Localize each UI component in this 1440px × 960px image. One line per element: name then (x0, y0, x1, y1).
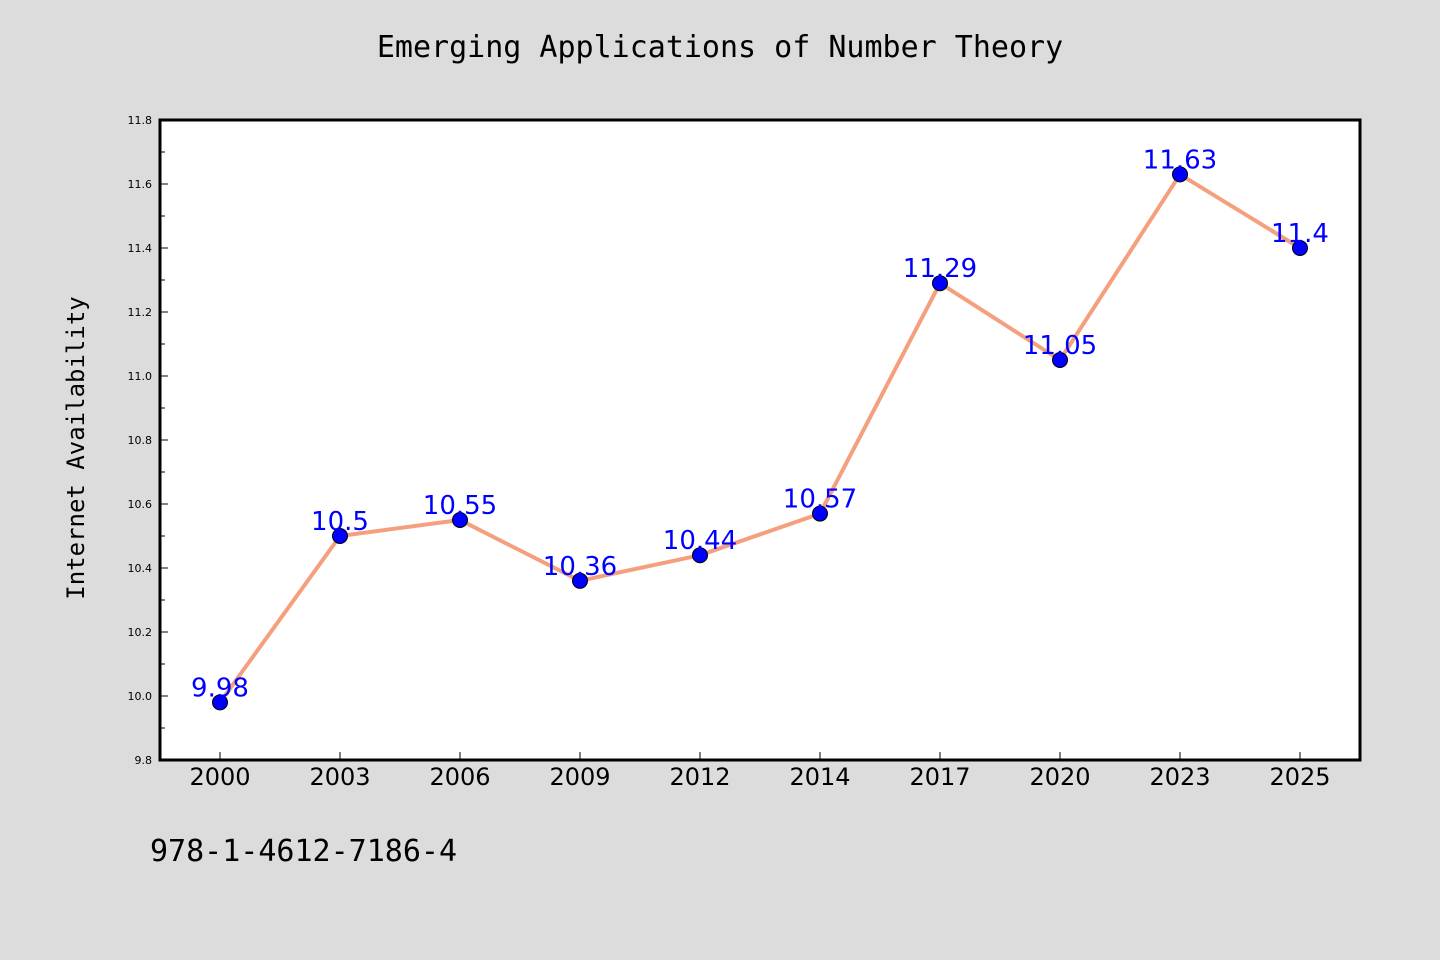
x-tick-label: 2023 (1149, 763, 1210, 791)
y-tick-label: 11.0 (128, 370, 153, 383)
y-tick-label: 11.8 (128, 114, 153, 127)
isbn-footnote: 978-1-4612-7186-4 (150, 834, 458, 869)
x-tick-label: 2017 (909, 763, 970, 791)
data-point (572, 572, 588, 589)
data-point (1172, 166, 1188, 183)
y-tick-label: 10.2 (128, 626, 153, 639)
y-tick-label: 10.0 (128, 690, 153, 703)
x-tick-label: 2006 (429, 763, 490, 791)
data-point (212, 694, 228, 711)
data-label: 11.63 (1143, 145, 1217, 175)
y-tick-label: 11.4 (128, 242, 153, 255)
data-label: 10.57 (783, 485, 857, 515)
x-tick-label: 2014 (789, 763, 850, 791)
data-point (812, 505, 828, 522)
x-tick-label: 2009 (549, 763, 610, 791)
x-tick-label: 2003 (309, 763, 370, 791)
data-label: 9.98 (191, 673, 249, 703)
data-label: 10.36 (543, 552, 617, 582)
y-tick-label: 11.2 (128, 306, 153, 319)
x-tick-label: 2020 (1029, 763, 1090, 791)
y-tick-label: 10.6 (128, 498, 153, 511)
y-tick-label: 10.4 (128, 562, 153, 575)
x-tick-label: 2012 (669, 763, 730, 791)
data-label: 11.4 (1271, 219, 1329, 249)
data-label: 11.05 (1023, 331, 1097, 361)
data-point (692, 547, 708, 564)
series-line (218, 172, 1302, 704)
chart-title: Emerging Applications of Number Theory (376, 30, 1064, 65)
data-point (1292, 240, 1308, 256)
data-point (332, 528, 348, 544)
data-label: 10.55 (423, 491, 497, 521)
y-tick-label: 9.8 (135, 754, 153, 767)
data-label: 11.29 (903, 254, 977, 284)
x-tick-label: 2000 (189, 763, 250, 791)
data-point (452, 512, 468, 528)
data-label: 10.44 (663, 526, 737, 556)
y-tick-label: 10.8 (128, 434, 153, 447)
data-label: 10.5 (311, 507, 369, 537)
x-tick-label: 2025 (1269, 763, 1330, 791)
y-tick-label: 11.6 (128, 178, 153, 191)
data-point (932, 275, 948, 292)
plot-frame (158, 118, 1362, 762)
data-point (1052, 352, 1068, 368)
